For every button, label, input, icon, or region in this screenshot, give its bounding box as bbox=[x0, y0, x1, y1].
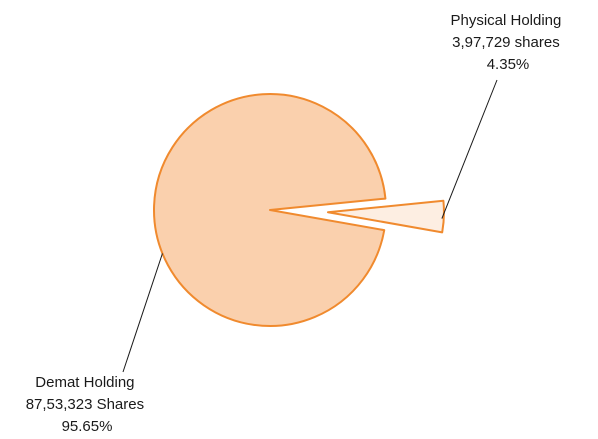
leader-line-demat-holding bbox=[122, 253, 163, 373]
physical-holding-name: Physical Holding bbox=[450, 12, 561, 29]
physical-holding-percent: 4.35% bbox=[487, 56, 530, 73]
demat-holding-value: 87,53,323 Shares bbox=[26, 396, 144, 413]
slices-layer bbox=[153, 93, 445, 327]
demat-holding-percent: 95.65% bbox=[62, 418, 113, 434]
leader-line-physical-holding bbox=[441, 79, 498, 219]
physical-holding-label: Physical Holding 3,97,729 shares 4.35% bbox=[450, 12, 565, 73]
pie-slice-demat-holding bbox=[153, 93, 387, 327]
leader-lines-layer bbox=[122, 79, 498, 373]
demat-holding-name: Demat Holding bbox=[35, 374, 134, 391]
demat-holding-label: Demat Holding 87,53,323 Shares 95.65% bbox=[26, 374, 149, 434]
pie-slice-physical-holding bbox=[326, 199, 445, 234]
physical-holding-value: 3,97,729 shares bbox=[452, 34, 560, 51]
